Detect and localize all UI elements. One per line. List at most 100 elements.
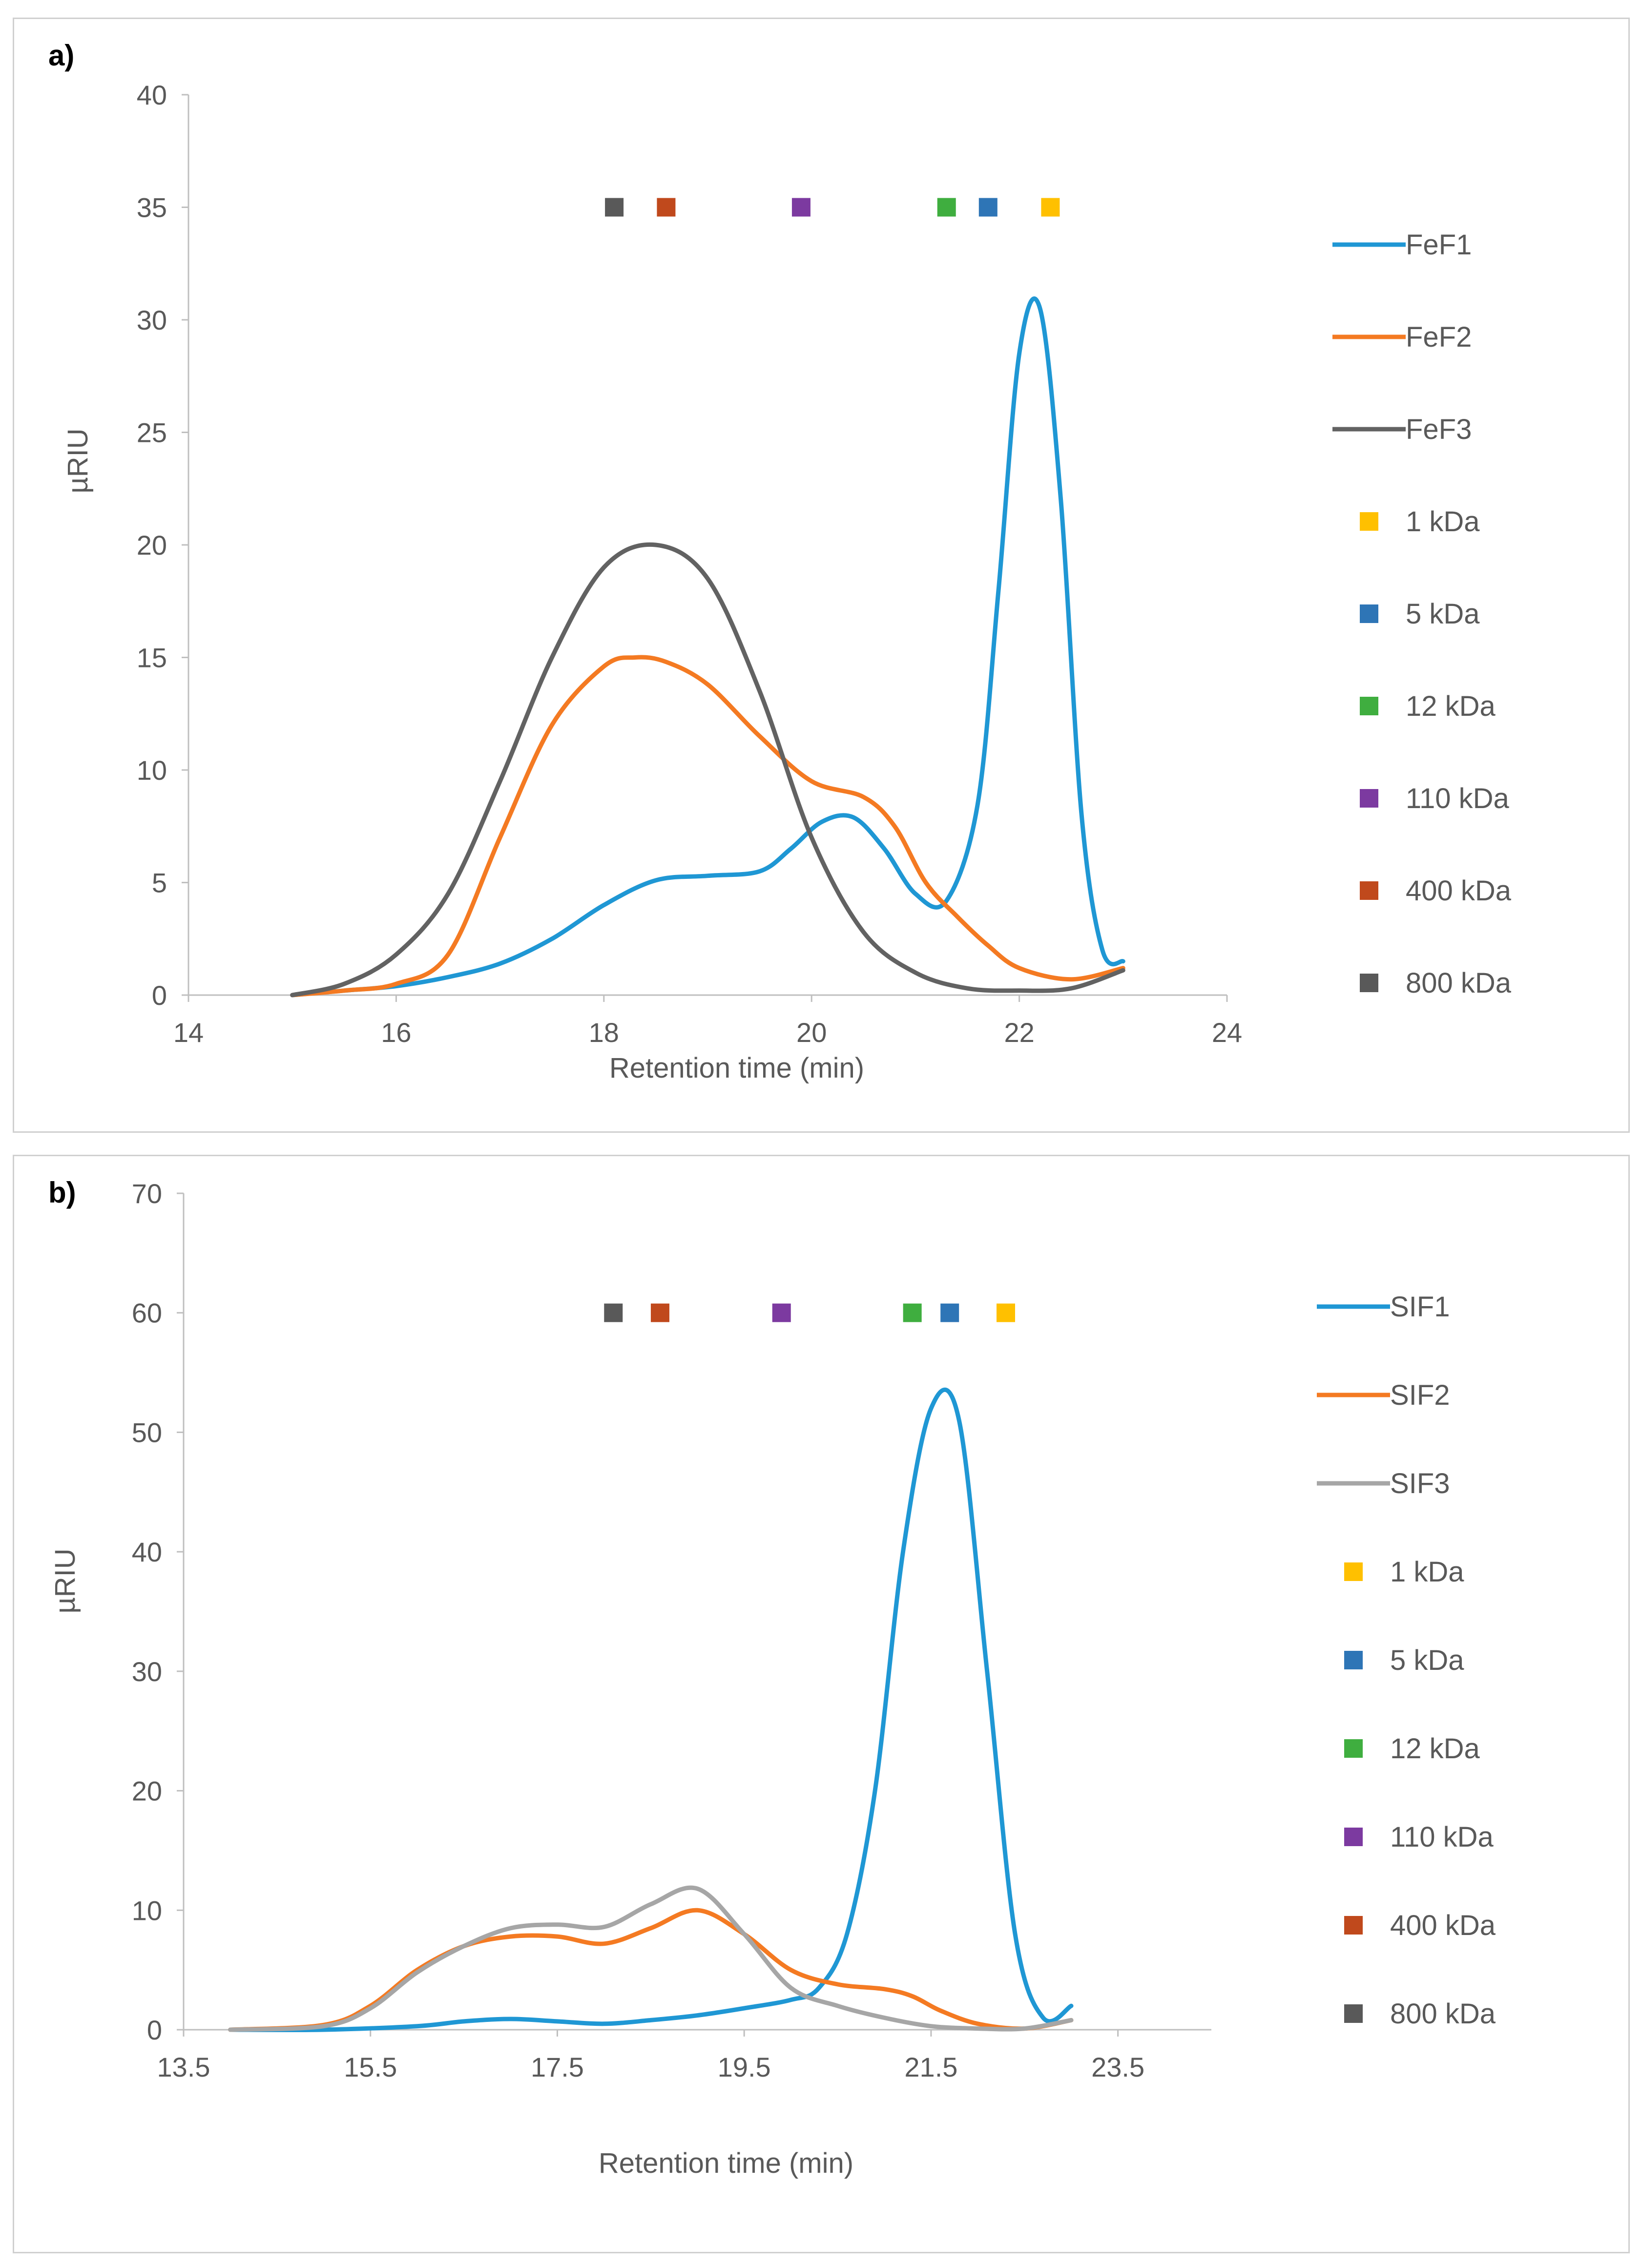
chart-b-legend-label-sif2: SIF2 [1390,1379,1450,1411]
chart-b-y-tick-label: 10 [132,1895,162,1926]
chart-panel-b: b) 0 10 20 30 40 50 60 70 13.5 15.5 17.5 19.5 21.5 23… [13,1155,1630,2253]
chart-a-legend-label-1-kda: 1 kDa [1406,506,1480,538]
chart-b-marker-1-kda [997,1303,1015,1322]
chart-b-legend-entry-1-kda: 1 kDa [1344,1556,1464,1588]
chart-a-x-axis-title: Retention time (min) [609,1052,864,1084]
chart-b-legend-entry-sif1: SIF1 [1317,1291,1450,1323]
chart-a-legend-entry-fef3: FeF3 [1332,414,1472,445]
chart-a-legend-label-400-kda: 400 kDa [1406,875,1512,907]
chart-b-y-axis-title: µRIU [49,1548,81,1613]
chart-a-series-line-fef1 [290,296,1125,998]
chart-a-legend-entry-800-kda: 800 kDa [1360,967,1512,999]
chart-b-y-tick-label: 20 [132,1776,162,1807]
chart-b-legend-entry-800-kda: 800 kDa [1344,1998,1496,2030]
chart-a-marker-400-kda [657,198,676,217]
chart-a-legend-marker-400-kda [1360,881,1378,900]
chart-a-marker-800-kda [605,198,624,217]
chart-a-legend-marker-12-kda [1360,697,1378,715]
chart-b-legend-entry-5-kda: 5 kDa [1344,1644,1464,1676]
chart-a-legend-label-800-kda: 800 kDa [1406,967,1512,999]
chart-a-y-tick-label: 25 [137,417,167,448]
chart-a-marker-110-kda [791,198,811,217]
chart-b-x-axis-title: Retention time (min) [599,2147,853,2179]
chart-b-legend-label-400-kda: 400 kDa [1390,1910,1496,1941]
chart-a-x-tick-label: 20 [796,1017,827,1048]
chart-b-y-tick-label: 30 [132,1656,162,1687]
chart-b-marker-800-kda [604,1303,623,1322]
chart-a-y-axis-title: µRIU [62,428,94,493]
chart-b-x-tick-label: 13.5 [157,2052,210,2082]
panel-label-a: a) [48,39,75,72]
chart-b-y-tick-label: 0 [147,2015,162,2045]
chart-a-marker-1-kda [1041,198,1060,217]
chart-a-y-tick-label: 35 [137,192,167,223]
chart-a-series-line-fef3 [290,542,1125,998]
chart-a-legend-entry-110-kda: 110 kDa [1360,783,1509,814]
chart-a-legend-label-fef1: FeF1 [1406,229,1472,261]
chart-a-legend-marker-1-kda [1360,512,1378,531]
chart-b-y-tick-label: 50 [132,1417,162,1448]
chart-a-y-tick-label: 5 [152,868,167,898]
chart-b-y-tick-label: 40 [132,1537,162,1567]
chart-a-legend-label-110-kda: 110 kDa [1406,783,1509,814]
chart-a-x-tick-label: 24 [1212,1017,1242,1048]
chart-panel-a: a) 0 5 10 15 20 25 30 35 40 14 16 18 20 22 24 Retention… [13,18,1630,1133]
chart-a-y-tick-label: 10 [137,755,167,786]
chart-b-legend-label-110-kda: 110 kDa [1390,1821,1494,1853]
chart-b-y-tick-label: 60 [132,1298,162,1329]
chart-b-legend-label-sif1: SIF1 [1390,1291,1450,1323]
chart-b-marker-5-kda [940,1303,959,1322]
chart-b-x-tick-label: 17.5 [531,2052,584,2082]
chart-a-legend-entry-5-kda: 5 kDa [1360,598,1480,630]
chart-a-legend-label-12-kda: 12 kDa [1406,690,1496,722]
chart-b-x-tick-label: 23.5 [1091,2052,1144,2082]
chart-a-marker-5-kda [978,198,998,217]
chart-b-legend-marker-400-kda [1344,1916,1363,1935]
chart-b-legend-marker-110-kda [1344,1828,1363,1846]
chart-b-legend-label-800-kda: 800 kDa [1390,1998,1496,2030]
chart-a-legend-marker-110-kda [1360,789,1378,808]
chart-b-series-line-sif1 [228,1387,1074,2033]
chart-b-legend-marker-5-kda [1344,1651,1363,1669]
chart-a-x-tick-label: 18 [589,1017,619,1048]
chart-a-legend-entry-400-kda: 400 kDa [1360,875,1512,907]
chart-a-legend-marker-800-kda [1360,974,1378,992]
chart-a-legend-label-5-kda: 5 kDa [1406,598,1480,630]
chart-a-y-tick-label: 20 [137,530,167,561]
chart-a-x-tick-label: 16 [381,1017,411,1048]
chart-a-legend-entry-1-kda: 1 kDa [1360,506,1480,538]
chart-a-legend-marker-5-kda [1360,604,1378,623]
chart-b-marker-110-kda [772,1303,791,1322]
chart-a-legend-entry-fef1: FeF1 [1332,229,1472,261]
chart-b-legend-entry-sif3: SIF3 [1317,1468,1450,1499]
chart-b-legend-label-12-kda: 12 kDa [1390,1733,1480,1765]
chart-b-x-tick-label: 15.5 [344,2052,397,2082]
chart-b-series-line-sif3 [228,1885,1074,2032]
chart-b-legend-entry-sif2: SIF2 [1317,1379,1450,1411]
chart-a-y-tick-label: 15 [137,643,167,673]
chart-b-x-tick-label: 19.5 [718,2052,771,2082]
chart-b-legend-marker-12-kda [1344,1739,1363,1758]
chart-b-legend-entry-110-kda: 110 kDa [1344,1821,1494,1853]
chart-b-legend-label-sif3: SIF3 [1390,1468,1450,1499]
chart-a-svg: 0 5 10 15 20 25 30 35 40 14 16 18 20 22 24 Retention ti… [62,80,1512,1084]
chart-b-legend-label-1-kda: 1 kDa [1390,1556,1464,1588]
chart-a-y-tick-label: 0 [152,980,167,1011]
chart-a-legend-entry-12-kda: 12 kDa [1360,690,1496,722]
chart-b-legend-marker-800-kda [1344,2004,1363,2023]
panel-label-b: b) [48,1176,76,1209]
chart-b-marker-400-kda [650,1303,669,1322]
chart-a-x-tick-label: 22 [1004,1017,1034,1048]
chart-a-legend-entry-fef2: FeF2 [1332,321,1472,353]
chart-a-y-tick-label: 30 [137,305,167,335]
chart-b-legend-marker-1-kda [1344,1562,1363,1581]
chart-a-series-line-fef2 [290,655,1125,998]
chart-a-marker-12-kda [937,198,956,217]
chart-b-marker-12-kda [903,1303,922,1322]
chart-a-legend-label-fef2: FeF2 [1406,321,1472,353]
chart-b-legend-label-5-kda: 5 kDa [1390,1644,1464,1676]
chart-b-svg: 0 10 20 30 40 50 60 70 13.5 15.5 17.5 19.5 21.5 23.5 R… [49,1178,1496,2179]
chart-b-legend-entry-400-kda: 400 kDa [1344,1910,1496,1941]
chart-b-legend-entry-12-kda: 12 kDa [1344,1733,1480,1765]
chart-a-y-tick-label: 40 [137,80,167,110]
